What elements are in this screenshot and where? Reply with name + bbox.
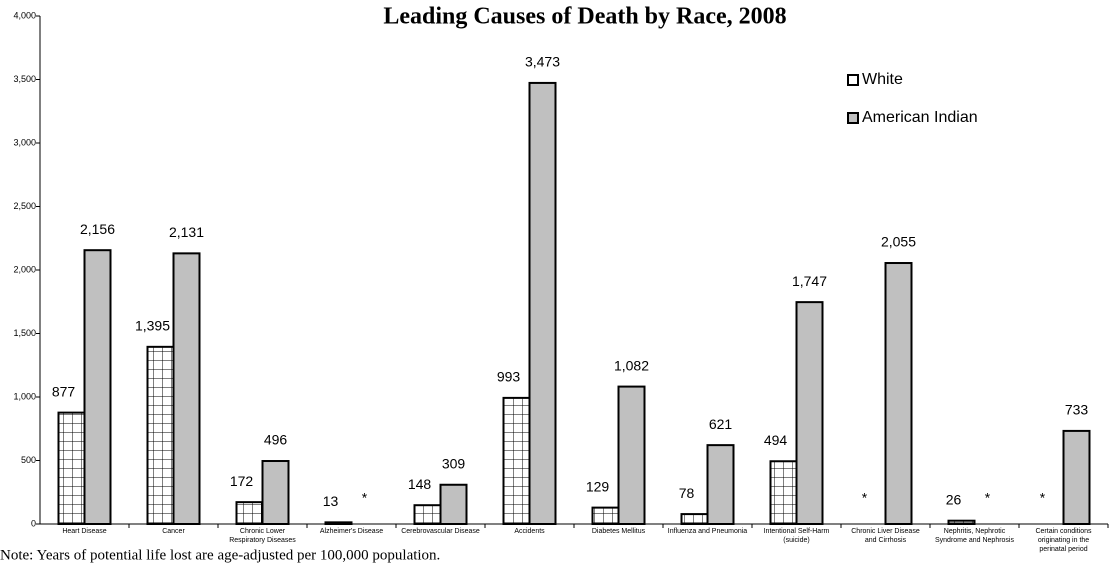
x-tick-label: Cancer: [162, 528, 185, 535]
bar: [57, 411, 86, 525]
value-label: 877: [52, 383, 76, 399]
bar: [235, 501, 264, 526]
value-label: 13: [323, 493, 339, 509]
value-label: 26: [946, 491, 962, 507]
x-tick-label: Alzheimer's Disease: [319, 528, 384, 535]
value-label: 733: [1065, 402, 1089, 418]
legend-swatch: [847, 74, 859, 86]
bar: [83, 249, 112, 526]
x-tick-label: Nephritis, Nephrotic Syndrome and Nephro…: [935, 528, 1014, 544]
bar: [146, 345, 175, 525]
y-tick-label: 2,500: [13, 201, 36, 211]
y-tick-label: 1,500: [13, 328, 36, 338]
value-label: 78: [679, 485, 695, 501]
y-tick-label: 1,000: [13, 391, 36, 401]
x-tick-label: Certain conditions originating in the pe…: [1035, 528, 1092, 553]
bar: [1062, 429, 1091, 525]
bar: [769, 460, 798, 525]
y-tick-label: 500: [21, 455, 36, 465]
legend-label: American Indian: [862, 109, 978, 126]
value-label: 494: [764, 432, 788, 448]
y-tick-label: 0: [31, 518, 36, 528]
legend-swatch: [847, 112, 859, 124]
value-label: 172: [230, 473, 254, 489]
chart-title: Leading Causes of Death by Race, 2008: [383, 4, 786, 30]
value-label: *: [1040, 490, 1046, 506]
bar: [324, 521, 353, 525]
value-label: 2,131: [169, 224, 204, 240]
bar: [795, 301, 824, 526]
value-label: 496: [264, 432, 288, 448]
bar: [502, 396, 531, 526]
bar: [439, 483, 468, 525]
value-label: 309: [442, 455, 466, 471]
value-label: 621: [709, 416, 733, 432]
bar: [413, 504, 442, 526]
bar: [706, 444, 735, 525]
bar: [172, 252, 201, 525]
note: Note: Years of potential life lost are a…: [0, 547, 440, 563]
x-tick-label: Heart Disease: [62, 528, 107, 535]
bar: [884, 262, 913, 525]
value-label: 129: [586, 478, 610, 494]
x-tick-label: Chronic Liver Disease and Cirrhosis: [851, 528, 920, 544]
bar: [591, 506, 620, 526]
bar: [947, 519, 976, 525]
bar: [680, 513, 709, 525]
x-tick-label: Cerebrovascular Disease: [401, 528, 480, 535]
y-tick-label: 2,000: [13, 264, 36, 274]
value-label: *: [985, 490, 991, 506]
y-tick-label: 3,000: [13, 137, 36, 147]
value-label: 3,473: [525, 54, 560, 70]
legend-label: White: [862, 71, 903, 88]
value-label: 1,747: [792, 273, 827, 289]
value-label: 2,055: [881, 234, 916, 250]
x-tick-label: Intentional Self-Harm (suicide): [763, 528, 830, 544]
bar: [528, 81, 557, 526]
bar: [617, 385, 646, 525]
y-tick-label: 3,500: [13, 74, 36, 84]
value-label: *: [862, 490, 868, 506]
value-label: 993: [497, 369, 521, 385]
value-label: 2,156: [80, 221, 115, 237]
value-label: 148: [408, 476, 432, 492]
x-tick-label: Chronic Lower Respiratory Diseases: [229, 528, 296, 544]
y-tick-label: 4,000: [13, 10, 36, 20]
value-label: 1,395: [135, 318, 170, 334]
x-tick-label: Diabetes Mellitus: [591, 528, 646, 535]
x-tick-label: Influenza and Pneumonia: [667, 528, 748, 535]
x-tick-label: Accidents: [514, 528, 545, 535]
bar: [261, 460, 290, 525]
value-label: *: [362, 490, 368, 506]
value-label: 1,082: [614, 357, 649, 373]
